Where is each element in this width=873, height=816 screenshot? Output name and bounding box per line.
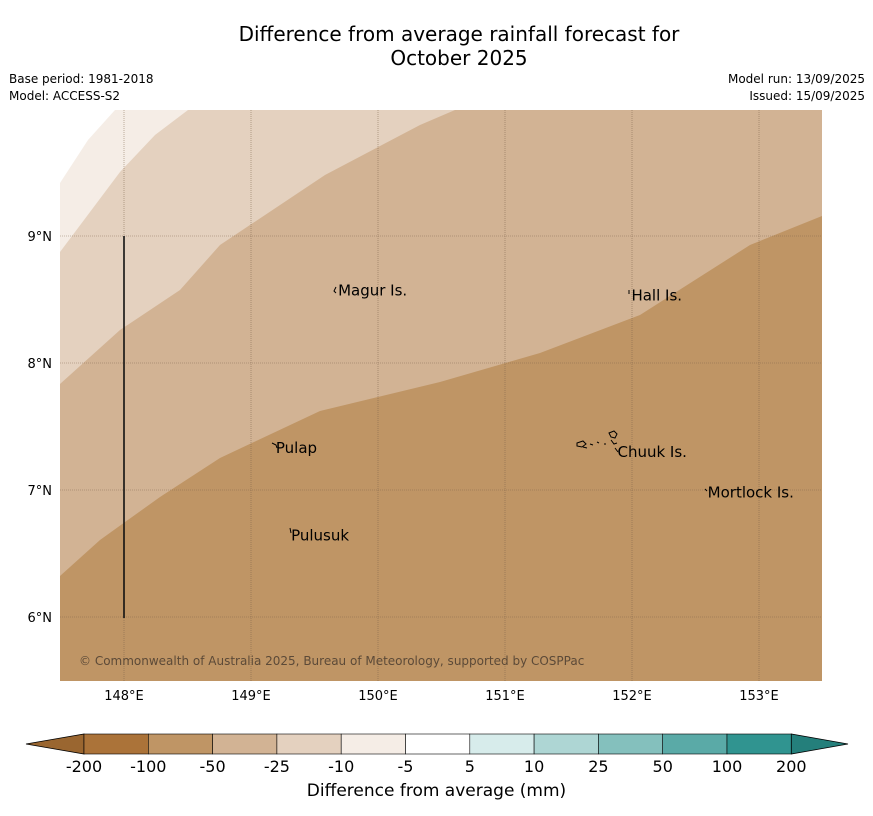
colorbar-label: Difference from average (mm) xyxy=(306,781,567,801)
colorbar-swatch xyxy=(662,733,728,755)
base-period: Base period: 1981-2018 xyxy=(9,72,154,86)
band-minus-10-to-minus-5 xyxy=(60,110,188,252)
colorbar-swatch xyxy=(405,733,471,755)
colorbar-swatch xyxy=(726,733,792,755)
model-name: Model: ACCESS-S2 xyxy=(9,89,121,103)
colorbar-tick-label: -5 xyxy=(398,757,414,776)
colorbar-swatch xyxy=(83,733,149,755)
lon-tick-label: 149°E xyxy=(231,689,271,704)
colorbar-over-arrow xyxy=(790,733,849,755)
colorbar-swatch xyxy=(533,733,599,755)
place-labels: Magur Is. Hall Is. Pulap Chuuk Is. Mortlock … xyxy=(276,282,794,545)
colorbar xyxy=(25,733,849,755)
colorbar-under-arrow xyxy=(25,733,85,755)
rainfall-anomaly-field xyxy=(60,110,822,681)
island-outlines xyxy=(271,286,708,534)
lon-tick-label: 148°E xyxy=(104,689,144,704)
mortlock-island-shape xyxy=(704,488,708,492)
lon-tick-label: 153°E xyxy=(739,689,779,704)
place-label: Hall Is. xyxy=(631,287,682,305)
lat-tick-label: 9°N xyxy=(28,230,53,245)
colorbar-tick-label: -25 xyxy=(264,757,290,776)
colorbar-tick-label: -50 xyxy=(200,757,226,776)
band-minus-25-to-minus-10 xyxy=(60,110,455,384)
colorbar-tick-label: -100 xyxy=(130,757,166,776)
copyright-notice: © Commonwealth of Australia 2025, Bureau… xyxy=(79,654,584,668)
place-label: Mortlock Is. xyxy=(708,484,794,502)
title-line-1: Difference from average rainfall forecas… xyxy=(238,22,680,46)
meta-left: Base period: 1981-2018 Model: ACCESS-S2 xyxy=(9,71,154,105)
place-label: Magur Is. xyxy=(338,282,407,300)
colorbar-tick-label: 5 xyxy=(465,757,475,776)
issued-date: Issued: 15/09/2025 xyxy=(749,89,865,103)
colorbar-tick-labels: -200 -100 -50 -25 -10 -5 5 10 25 50 100 200 xyxy=(66,757,807,776)
no-data-corner xyxy=(60,110,115,183)
map-title: Difference from average rainfall forecas… xyxy=(0,22,873,70)
band-minus-50-to-minus-25 xyxy=(60,110,822,576)
place-label: Chuuk Is. xyxy=(617,443,686,461)
lat-tick-label: 6°N xyxy=(28,611,53,626)
colorbar-tick-label: -10 xyxy=(328,757,354,776)
place-label: Pulap xyxy=(276,439,317,457)
chuuk-lagoon-shape xyxy=(576,430,619,453)
magur-island-shape xyxy=(333,286,337,294)
colorbar-swatch xyxy=(598,733,664,755)
lat-tick-label: 7°N xyxy=(28,484,53,499)
meta-right: Model run: 13/09/2025 Issued: 15/09/2025 xyxy=(728,71,865,105)
lon-tick-label: 150°E xyxy=(358,689,398,704)
colorbar-tick-label: 100 xyxy=(712,757,743,776)
lat-lon-grid xyxy=(60,110,822,681)
colorbar-tick-label: 10 xyxy=(524,757,544,776)
pulap-island-shape xyxy=(271,442,278,449)
lat-tick-label: 8°N xyxy=(28,357,53,372)
colorbar-swatch xyxy=(276,733,342,755)
lon-tick-label: 151°E xyxy=(485,689,525,704)
axis-tick-labels: 148°E 149°E 150°E 151°E 152°E 153°E 6°N 7°N 8°N 9… xyxy=(28,230,779,704)
colorbar-tick-label: -200 xyxy=(66,757,102,776)
colorbar-tick-label: 25 xyxy=(588,757,608,776)
place-label: Pulusuk xyxy=(291,527,349,545)
colorbar-swatch xyxy=(469,733,535,755)
colorbar-swatch xyxy=(148,733,213,755)
model-run: Model run: 13/09/2025 xyxy=(727,72,865,86)
colorbar-tick-label: 50 xyxy=(653,757,673,776)
colorbar-tick-label: 200 xyxy=(776,757,807,776)
lon-tick-label: 152°E xyxy=(612,689,652,704)
colorbar-swatch xyxy=(212,733,278,755)
title-line-2: October 2025 xyxy=(390,46,528,70)
colorbar-swatch xyxy=(340,733,406,755)
pulusuk-island-shape xyxy=(289,527,292,534)
